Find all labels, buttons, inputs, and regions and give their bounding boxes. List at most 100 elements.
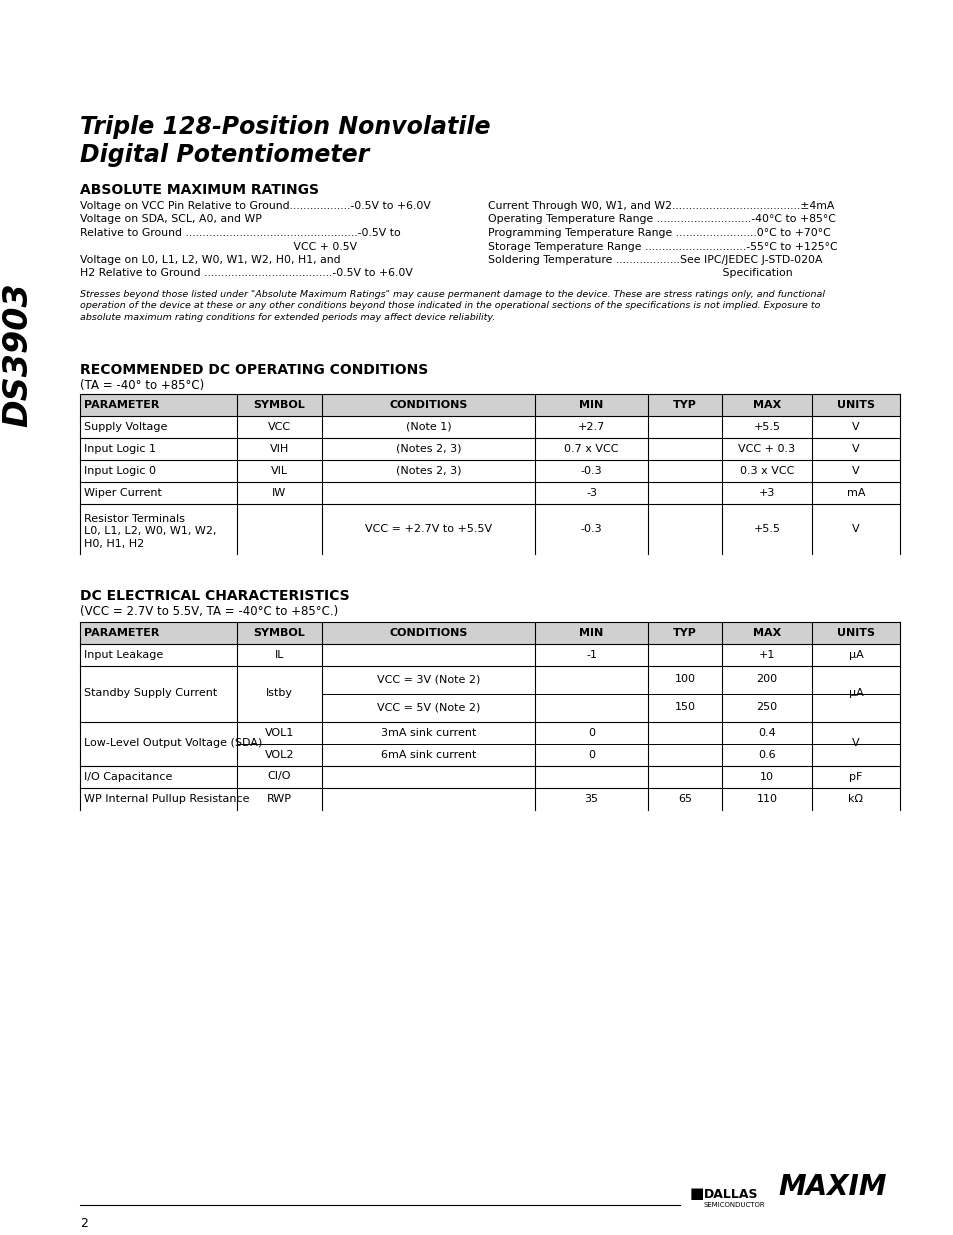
Text: +1: +1 xyxy=(758,650,775,659)
Text: SEMICONDUCTOR: SEMICONDUCTOR xyxy=(703,1202,765,1208)
Text: Low-Level Output Voltage (SDA): Low-Level Output Voltage (SDA) xyxy=(84,739,262,748)
Text: MAXIM: MAXIM xyxy=(778,1173,885,1200)
Text: (Notes 2, 3): (Notes 2, 3) xyxy=(395,443,460,453)
Text: +2.7: +2.7 xyxy=(578,421,604,431)
Text: 10: 10 xyxy=(760,772,773,782)
Text: WP Internal Pullup Resistance: WP Internal Pullup Resistance xyxy=(84,794,250,804)
Text: H0, H1, H2: H0, H1, H2 xyxy=(84,538,144,548)
Text: VIL: VIL xyxy=(271,466,288,475)
Text: 6mA sink current: 6mA sink current xyxy=(380,750,476,760)
Text: V: V xyxy=(851,421,859,431)
Text: SYMBOL: SYMBOL xyxy=(253,627,305,637)
Text: 0: 0 xyxy=(587,727,595,737)
Text: 110: 110 xyxy=(756,794,777,804)
Text: Programming Temperature Range ........................0°C to +70°C: Programming Temperature Range ..........… xyxy=(488,228,830,238)
Text: absolute maximum rating conditions for extended periods may affect device reliab: absolute maximum rating conditions for e… xyxy=(80,312,495,322)
Text: MIN: MIN xyxy=(578,627,603,637)
Text: +5.5: +5.5 xyxy=(753,524,780,534)
Text: Operating Temperature Range ............................-40°C to +85°C: Operating Temperature Range ............… xyxy=(488,215,835,225)
Text: μA: μA xyxy=(848,650,862,659)
Text: Soldering Temperature ...................See IPC/JEDEC J-STD-020A: Soldering Temperature ..................… xyxy=(488,254,821,266)
Text: Voltage on SDA, SCL, A0, and WP: Voltage on SDA, SCL, A0, and WP xyxy=(80,215,262,225)
Text: 35: 35 xyxy=(584,794,598,804)
Text: CI/O: CI/O xyxy=(268,772,291,782)
Text: VCC + 0.5V: VCC + 0.5V xyxy=(80,242,356,252)
Text: -0.3: -0.3 xyxy=(580,466,601,475)
Text: Current Through W0, W1, and W2......................................±4mA: Current Through W0, W1, and W2..........… xyxy=(488,201,834,211)
Text: UNITS: UNITS xyxy=(836,399,874,410)
Text: (Notes 2, 3): (Notes 2, 3) xyxy=(395,466,460,475)
Text: 3mA sink current: 3mA sink current xyxy=(380,727,476,737)
Text: 250: 250 xyxy=(756,703,777,713)
Text: μA: μA xyxy=(848,688,862,699)
Text: PARAMETER: PARAMETER xyxy=(84,627,159,637)
Text: VCC = 5V (Note 2): VCC = 5V (Note 2) xyxy=(376,703,479,713)
Text: Storage Temperature Range ..............................-55°C to +125°C: Storage Temperature Range ..............… xyxy=(488,242,837,252)
Text: Standby Supply Current: Standby Supply Current xyxy=(84,688,217,699)
Text: 0: 0 xyxy=(587,750,595,760)
Text: TYP: TYP xyxy=(673,627,697,637)
Text: Digital Potentiometer: Digital Potentiometer xyxy=(80,143,369,167)
Text: TYP: TYP xyxy=(673,399,697,410)
Bar xyxy=(80,621,899,643)
Text: VCC = +2.7V to +5.5V: VCC = +2.7V to +5.5V xyxy=(365,524,492,534)
Text: Voltage on L0, L1, L2, W0, W1, W2, H0, H1, and: Voltage on L0, L1, L2, W0, W1, W2, H0, H… xyxy=(80,254,340,266)
Text: +5.5: +5.5 xyxy=(753,421,780,431)
Text: 0.7 x VCC: 0.7 x VCC xyxy=(563,443,618,453)
Text: 150: 150 xyxy=(674,703,695,713)
Text: Input Leakage: Input Leakage xyxy=(84,650,163,659)
Text: VOL2: VOL2 xyxy=(265,750,294,760)
Text: Specification: Specification xyxy=(488,268,792,279)
Text: L0, L1, L2, W0, W1, W2,: L0, L1, L2, W0, W1, W2, xyxy=(84,526,216,536)
Text: RECOMMENDED DC OPERATING CONDITIONS: RECOMMENDED DC OPERATING CONDITIONS xyxy=(80,363,428,377)
Text: Voltage on VCC Pin Relative to Ground..................-0.5V to +6.0V: Voltage on VCC Pin Relative to Ground...… xyxy=(80,201,431,211)
Text: V: V xyxy=(851,739,859,748)
Text: 65: 65 xyxy=(678,794,691,804)
Text: operation of the device at these or any other conditions beyond those indicated : operation of the device at these or any … xyxy=(80,301,820,310)
Bar xyxy=(80,394,899,415)
Text: Input Logic 1: Input Logic 1 xyxy=(84,443,156,453)
Text: 2: 2 xyxy=(80,1216,88,1230)
Text: VCC + 0.3: VCC + 0.3 xyxy=(738,443,795,453)
Text: 200: 200 xyxy=(756,674,777,684)
Text: (Note 1): (Note 1) xyxy=(405,421,451,431)
Text: Stresses beyond those listed under "Absolute Maximum Ratings" may cause permanen: Stresses beyond those listed under "Abso… xyxy=(80,290,824,299)
Text: Relative to Ground ...................................................-0.5V to: Relative to Ground .....................… xyxy=(80,228,400,238)
Text: MIN: MIN xyxy=(578,399,603,410)
Text: 100: 100 xyxy=(674,674,695,684)
Text: CONDITIONS: CONDITIONS xyxy=(389,399,467,410)
Text: 0.6: 0.6 xyxy=(758,750,775,760)
Text: VCC = 3V (Note 2): VCC = 3V (Note 2) xyxy=(376,674,479,684)
Text: 0.4: 0.4 xyxy=(758,727,775,737)
Text: (VCC = 2.7V to 5.5V, TA = -40°C to +85°C.): (VCC = 2.7V to 5.5V, TA = -40°C to +85°C… xyxy=(80,605,338,619)
Text: IW: IW xyxy=(273,488,286,498)
Text: VCC: VCC xyxy=(268,421,291,431)
Text: Input Logic 0: Input Logic 0 xyxy=(84,466,156,475)
Text: IL: IL xyxy=(274,650,284,659)
Text: -1: -1 xyxy=(585,650,597,659)
Text: kΩ: kΩ xyxy=(847,794,862,804)
Text: MAX: MAX xyxy=(752,399,781,410)
Text: VOL1: VOL1 xyxy=(265,727,294,737)
Text: CONDITIONS: CONDITIONS xyxy=(389,627,467,637)
Text: -3: -3 xyxy=(585,488,597,498)
Text: +3: +3 xyxy=(758,488,775,498)
Text: ABSOLUTE MAXIMUM RATINGS: ABSOLUTE MAXIMUM RATINGS xyxy=(80,183,318,198)
Text: V: V xyxy=(851,443,859,453)
Text: DS3903: DS3903 xyxy=(2,283,34,427)
Text: VIH: VIH xyxy=(270,443,289,453)
Text: Triple 128-Position Nonvolatile: Triple 128-Position Nonvolatile xyxy=(80,115,490,140)
Text: DALLAS: DALLAS xyxy=(703,1188,758,1200)
Text: V: V xyxy=(851,466,859,475)
Text: Istby: Istby xyxy=(266,688,293,699)
Text: (TA = -40° to +85°C): (TA = -40° to +85°C) xyxy=(80,379,204,393)
Text: -0.3: -0.3 xyxy=(580,524,601,534)
Text: DC ELECTRICAL CHARACTERISTICS: DC ELECTRICAL CHARACTERISTICS xyxy=(80,589,349,603)
Text: H2 Relative to Ground ......................................-0.5V to +6.0V: H2 Relative to Ground ..................… xyxy=(80,268,413,279)
Text: pF: pF xyxy=(848,772,862,782)
Text: ■: ■ xyxy=(689,1186,703,1200)
Text: Wiper Current: Wiper Current xyxy=(84,488,162,498)
Text: Supply Voltage: Supply Voltage xyxy=(84,421,167,431)
Text: RWP: RWP xyxy=(267,794,292,804)
Text: I/O Capacitance: I/O Capacitance xyxy=(84,772,172,782)
